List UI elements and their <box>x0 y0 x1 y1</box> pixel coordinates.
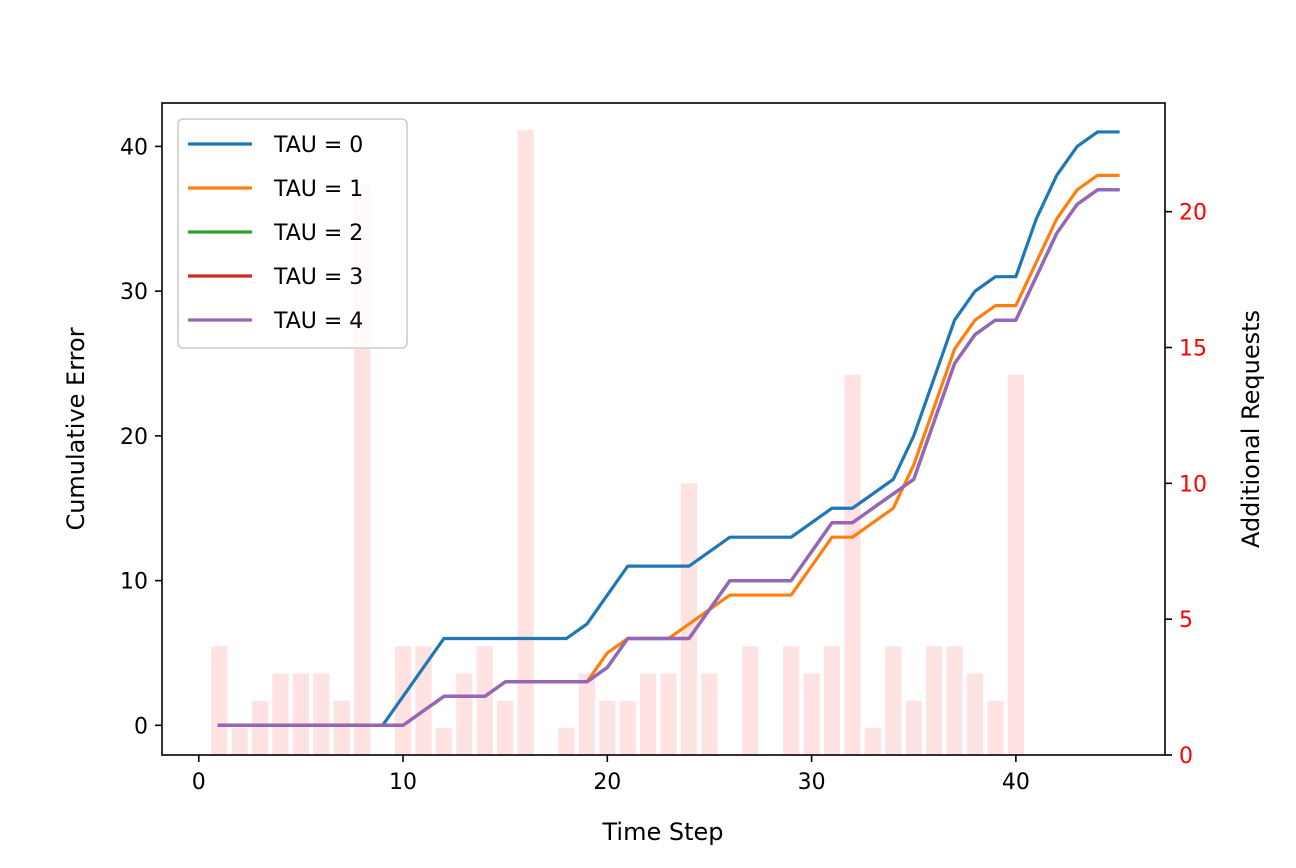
request-bar <box>558 727 575 755</box>
request-bar <box>456 673 473 755</box>
legend-label: TAU = 4 <box>273 309 363 334</box>
x-tick-label: 40 <box>1002 770 1030 795</box>
bars-layer <box>211 130 1025 755</box>
request-bar <box>517 130 534 755</box>
request-bar <box>905 700 922 755</box>
x-tick-label: 20 <box>593 770 621 795</box>
y2-tick-label: 10 <box>1179 472 1207 497</box>
y-axis-label: Cumulative Error <box>62 327 90 530</box>
series-line-tau-4 <box>217 188 1120 727</box>
request-bar <box>885 646 902 755</box>
legend-label: TAU = 1 <box>273 177 363 202</box>
request-bar <box>925 646 943 755</box>
request-bar <box>864 727 882 755</box>
x-axis-label: Time Step <box>601 818 723 846</box>
request-bar <box>272 673 289 755</box>
y2-tick-label: 0 <box>1179 744 1193 769</box>
request-bar <box>844 374 861 755</box>
y2-tick-label: 5 <box>1179 608 1193 633</box>
y-tick-label: 30 <box>120 280 148 305</box>
request-bar <box>742 646 759 755</box>
request-bar <box>1007 374 1025 755</box>
x-axis: 0 10 20 30 40 <box>192 755 1030 795</box>
request-bar <box>578 673 596 755</box>
request-bar <box>292 673 310 755</box>
request-bar <box>783 646 800 755</box>
request-bar <box>680 483 698 755</box>
y-tick-label: 0 <box>134 714 148 739</box>
y-axis-left: 0 10 20 30 40 <box>120 135 162 739</box>
request-bar <box>823 646 841 755</box>
y-tick-label: 40 <box>120 135 148 160</box>
request-bar <box>803 673 820 755</box>
plot-frame <box>161 102 1166 756</box>
request-bar <box>435 727 453 755</box>
request-bar <box>701 673 718 755</box>
request-bar <box>333 700 350 755</box>
y2-tick-label: 20 <box>1179 201 1207 226</box>
y2-tick-label: 15 <box>1179 337 1207 362</box>
legend-label: TAU = 0 <box>273 133 363 158</box>
request-bar <box>313 673 330 755</box>
request-bar <box>987 700 1004 755</box>
request-bar <box>394 646 412 755</box>
request-bar <box>497 700 514 755</box>
lines-layer <box>217 130 1120 727</box>
y-axis-right: 0 5 10 15 20 <box>1165 201 1207 769</box>
x-tick-label: 0 <box>192 770 206 795</box>
request-bar <box>599 700 616 755</box>
request-bar <box>660 673 677 755</box>
request-bar <box>640 673 657 755</box>
request-bar <box>946 646 963 755</box>
request-bar <box>251 700 269 755</box>
request-bar <box>231 727 248 755</box>
legend-box <box>177 118 408 349</box>
request-bar <box>476 646 493 755</box>
request-bar <box>415 646 432 755</box>
legend-label: TAU = 3 <box>273 265 363 290</box>
y-tick-label: 10 <box>120 570 148 595</box>
legend-label: TAU = 2 <box>273 221 363 246</box>
x-tick-label: 10 <box>389 770 417 795</box>
y2-axis-label: Additional Requests <box>1237 310 1265 548</box>
x-tick-label: 30 <box>798 770 826 795</box>
request-bar <box>619 700 636 755</box>
y-tick-label: 20 <box>120 425 148 450</box>
request-bar <box>966 673 984 755</box>
request-bar <box>211 646 228 755</box>
legend: TAU = 0 TAU = 1 TAU = 2 TAU = 3 TAU = 4 <box>177 118 408 349</box>
